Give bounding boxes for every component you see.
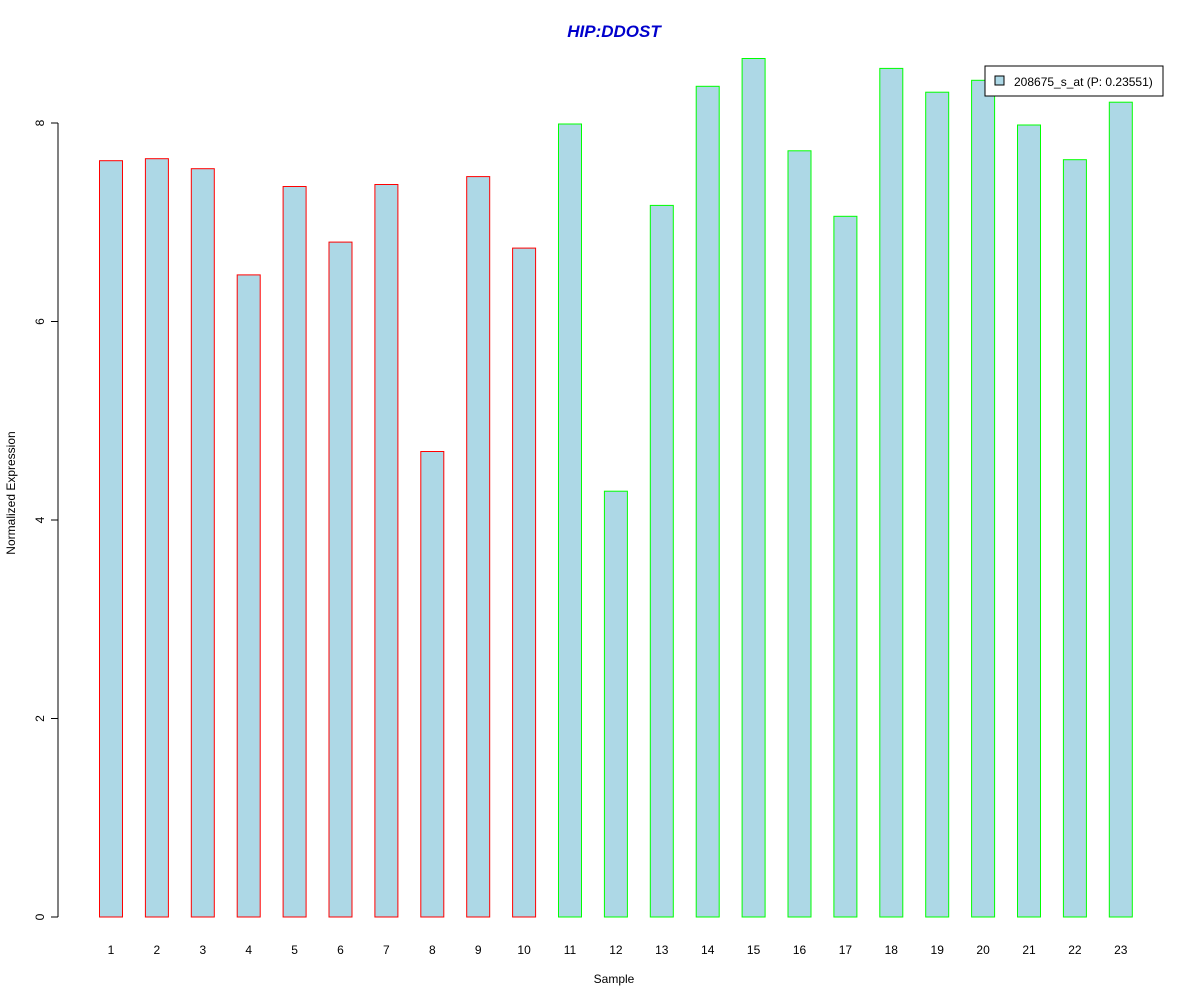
bar (236, 274, 261, 918)
x-tick-label: 23 (1114, 943, 1128, 957)
y-tick-label: 8 (33, 119, 47, 126)
bar (971, 79, 996, 918)
legend-label: 208675_s_at (P: 0.23551) (1014, 75, 1153, 89)
x-tick-label: 4 (245, 943, 252, 957)
bars (99, 58, 1133, 918)
bar (833, 215, 858, 918)
x-tick-label: 3 (199, 943, 206, 957)
bar (466, 176, 491, 918)
x-tick-label: 17 (839, 943, 853, 957)
bar (374, 184, 399, 918)
x-tick-label: 10 (517, 943, 531, 957)
x-tick-label: 6 (337, 943, 344, 957)
legend-box (984, 65, 1164, 97)
x-tick-label: 21 (1022, 943, 1036, 957)
x-tick-label: 15 (747, 943, 761, 957)
x-tick-label: 5 (291, 943, 298, 957)
x-tick-label: 13 (655, 943, 669, 957)
x-tick-label: 18 (885, 943, 899, 957)
y-axis-label: Normalized Expression (4, 431, 18, 554)
bar (787, 150, 812, 918)
x-tick-label: 14 (701, 943, 715, 957)
x-tick-label: 19 (931, 943, 945, 957)
legend-swatch (994, 75, 1005, 86)
x-tick-label: 2 (154, 943, 161, 957)
bar (190, 168, 215, 918)
x-tick-label: 7 (383, 943, 390, 957)
y-tick-label: 2 (33, 715, 47, 722)
x-tick-label: 12 (609, 943, 623, 957)
chart-title: HIP:DDOST (567, 22, 662, 41)
bar (603, 490, 628, 918)
x-tick-label: 11 (564, 943, 577, 957)
x-tick-labels: 1 2 3 4 5 6 7 8 9 10 11 12 13 14 15 16 17 18 19 20 21 22 23 (108, 943, 1128, 957)
bar (1017, 124, 1041, 918)
bar (741, 58, 766, 918)
bar (695, 85, 720, 918)
x-tick-label: 22 (1068, 943, 1082, 957)
bar (282, 186, 307, 918)
y-tick-label: 6 (33, 318, 47, 325)
bar (144, 158, 169, 918)
bar (420, 451, 445, 918)
bar (99, 160, 123, 918)
x-tick-label: 20 (976, 943, 990, 957)
bar (512, 247, 537, 918)
y-tick-label: 0 (33, 913, 47, 920)
y-axis: 0 2 4 6 8 (33, 119, 59, 920)
y-tick-label: 4 (33, 516, 47, 523)
x-tick-label: 8 (429, 943, 436, 957)
x-tick-label: 1 (108, 943, 115, 957)
x-tick-label: 16 (793, 943, 807, 957)
bar (328, 241, 353, 918)
bar (925, 91, 950, 918)
bar (649, 204, 674, 918)
bar (558, 123, 582, 918)
x-axis-label: Sample (594, 972, 635, 986)
bar (1062, 159, 1087, 918)
x-tick-label: 9 (475, 943, 482, 957)
legend: 208675_s_at (P: 0.23551) (984, 65, 1164, 97)
bar (1108, 101, 1133, 918)
bar (879, 67, 904, 918)
